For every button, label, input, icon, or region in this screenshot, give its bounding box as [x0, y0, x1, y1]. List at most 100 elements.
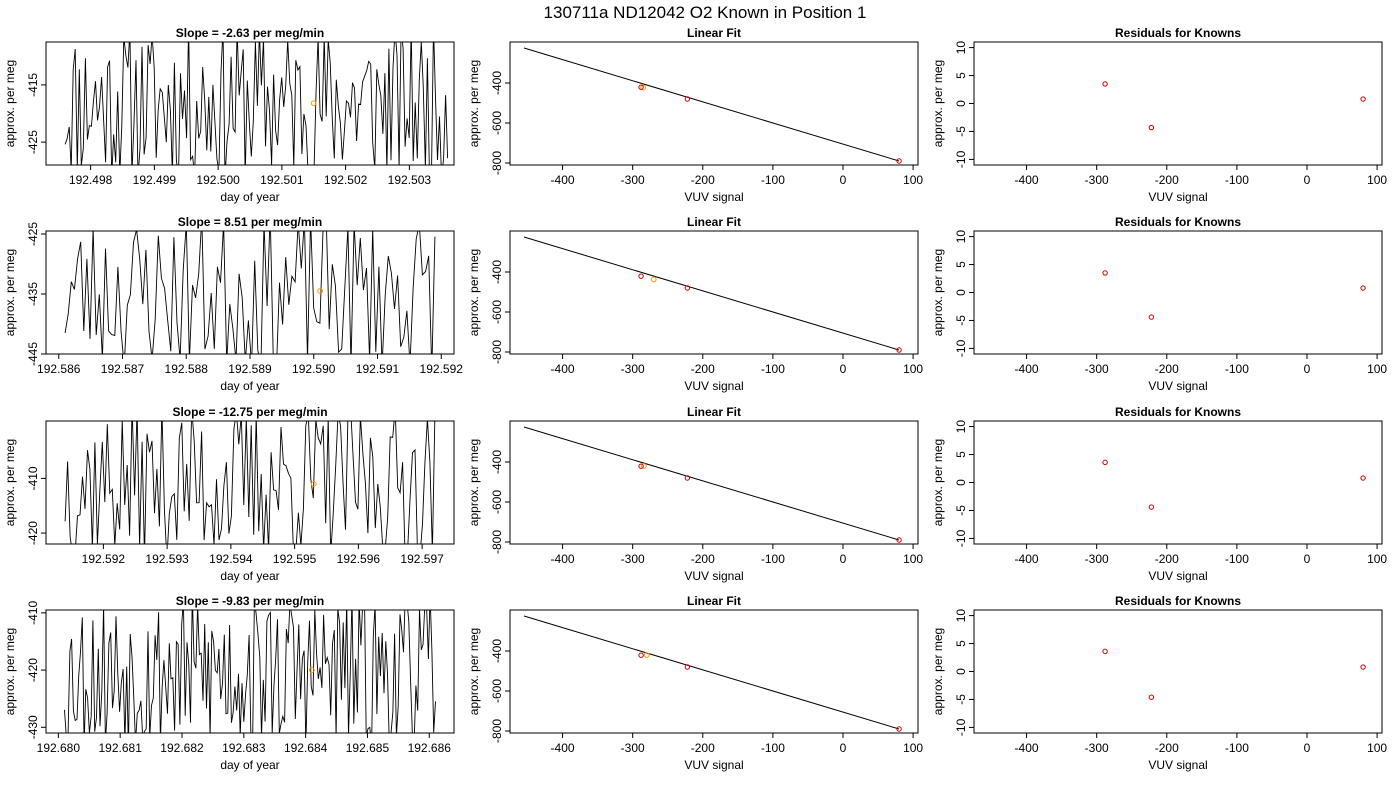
x-tick-label: -300	[621, 362, 645, 376]
x-axis-label: VUV signal	[1148, 379, 1207, 393]
known-point	[1102, 648, 1108, 655]
slope-prefix: Slope =	[172, 405, 218, 419]
known-point	[684, 96, 691, 102]
x-tick-label: 192.588	[165, 362, 209, 376]
panel-fit-3: Linear Fit -400 -300 -200 -100 0 100 -800 -600 -4…	[467, 405, 923, 583]
y-tick-label: 0	[954, 100, 968, 107]
plot-data	[1102, 648, 1366, 700]
known-point	[1148, 314, 1155, 320]
x-tick-label: 100	[903, 552, 923, 566]
x-tick-label: 0	[840, 173, 847, 187]
x-tick-label: -300	[1085, 362, 1109, 376]
y-tick-label: -10	[954, 150, 968, 168]
slope-prefix: Slope =	[176, 26, 222, 40]
plot-data	[523, 615, 902, 732]
x-tick-label: -100	[761, 552, 785, 566]
x-tick-label: 0	[840, 741, 847, 755]
slope-value: -12.75	[219, 405, 253, 419]
x-tick-label: -400	[1015, 741, 1039, 755]
figure-title: 130711a ND12042 O2 Known in Position 1	[544, 3, 867, 22]
x-tick-label: -100	[761, 741, 785, 755]
x-tick-label: 192.503	[388, 173, 432, 187]
y-tick-label: -600	[490, 679, 504, 703]
y-axis-label: approx. per meg	[467, 628, 481, 715]
plot-frame	[509, 420, 919, 545]
known-point	[638, 652, 644, 658]
known-point	[684, 285, 691, 291]
x-tick-label: 192.592	[82, 552, 126, 566]
x-tick-label: -300	[1085, 173, 1109, 187]
known-point	[896, 347, 902, 353]
x-tick-label: 100	[1367, 362, 1387, 376]
x-axis-label: VUV signal	[684, 379, 743, 393]
known-point	[1360, 285, 1366, 291]
panel-residual-2: Residuals for Knowns-400 -300 -200 -100 0 100…	[931, 215, 1387, 393]
plot-frame	[45, 609, 455, 734]
panel-title-slope: Slope = -2.63 per meg/min	[176, 26, 324, 40]
plot-data	[1102, 270, 1366, 320]
current-sample-marker	[310, 480, 317, 487]
panel-grid: Slope = -2.63 per meg/min 192.498 192.499 1…	[3, 26, 1387, 772]
current-sample-marker	[317, 288, 324, 294]
panel-title: Residuals for Knowns	[1115, 26, 1241, 40]
x-tick-label: 192.686	[408, 741, 452, 755]
slope-value: 8.51	[224, 215, 248, 229]
plot-data	[1102, 81, 1366, 131]
x-tick-label: 192.586	[37, 362, 81, 376]
known-point	[1102, 81, 1108, 87]
x-tick-label: 100	[903, 741, 923, 755]
x-tick-label: 192.589	[228, 362, 272, 376]
signal-trace	[64, 421, 436, 544]
sample-point	[640, 463, 647, 469]
x-tick-label: 192.681	[98, 741, 142, 755]
y-tick-label: -5	[954, 694, 968, 705]
x-axis-label: day of year	[220, 758, 279, 772]
fit-line	[523, 426, 900, 541]
x-axis-label: VUV signal	[684, 190, 743, 204]
x-tick-label: -200	[1155, 362, 1179, 376]
plot-frame	[45, 420, 455, 545]
y-tick-label: -800	[490, 151, 504, 175]
signal-trace	[64, 231, 436, 354]
x-tick-label: 192.502	[324, 173, 368, 187]
signal-trace	[64, 42, 449, 165]
known-point	[638, 84, 644, 90]
y-tick-label: -400	[490, 639, 504, 663]
x-tick-label: 192.500	[196, 173, 240, 187]
x-tick-label: 0	[1304, 362, 1311, 376]
x-axis-label: day of year	[220, 379, 279, 393]
x-tick-label: -200	[691, 741, 715, 755]
known-point	[684, 475, 691, 481]
y-axis-label: approx. per meg	[3, 439, 17, 526]
y-tick-label: -420	[26, 521, 40, 545]
x-axis-label: day of year	[220, 190, 279, 204]
slope-value: -2.63	[222, 26, 250, 40]
y-tick-label: 5	[954, 72, 968, 79]
fit-line	[523, 47, 900, 162]
panel-fit-2: Linear Fit -400 -300 -200 -100 0 100 -800 -600 -4…	[467, 215, 923, 393]
panel-title-slope: Slope = 8.51 per meg/min	[178, 215, 322, 229]
x-tick-label: 100	[1367, 741, 1387, 755]
y-tick-label: -415	[26, 73, 40, 97]
x-tick-label: -400	[1015, 173, 1039, 187]
y-axis-label: approx. per meg	[3, 60, 17, 147]
panel-title: Residuals for Knowns	[1115, 215, 1241, 229]
y-tick-label: -600	[490, 111, 504, 135]
known-point	[1148, 504, 1155, 510]
x-tick-label: 192.683	[222, 741, 266, 755]
known-point	[896, 537, 902, 543]
known-point	[1360, 664, 1366, 670]
plot-data	[64, 610, 436, 733]
y-tick-label: 0	[954, 668, 968, 675]
known-point	[896, 726, 902, 732]
x-axis-label: VUV signal	[1148, 569, 1207, 583]
y-tick-label: -445	[26, 342, 40, 366]
x-tick-label: -100	[761, 173, 785, 187]
x-tick-label: -300	[621, 552, 645, 566]
plot-data	[1102, 459, 1366, 510]
x-tick-label: 100	[903, 362, 923, 376]
y-tick-label: 0	[954, 479, 968, 486]
plot-data	[523, 426, 902, 543]
